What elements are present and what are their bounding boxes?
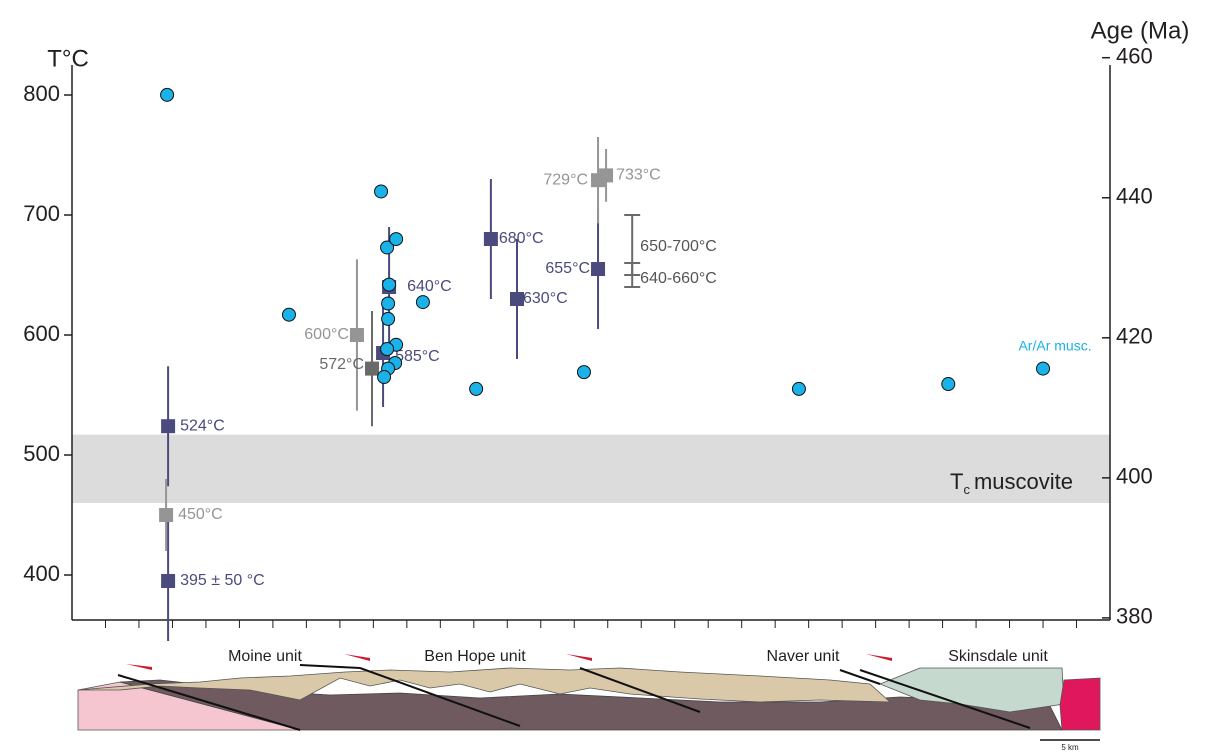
- thrusts: [117, 664, 1031, 731]
- range-label: 650-700°C: [640, 238, 717, 255]
- point: [483, 232, 498, 246]
- band-label: Tc muscovite: [950, 469, 1073, 498]
- point: [389, 232, 404, 247]
- scale-label: 5 km: [1061, 743, 1079, 752]
- point: [380, 240, 395, 255]
- unit-label: Moine unit: [228, 648, 302, 665]
- point: [941, 377, 956, 392]
- value-label: 680°C: [499, 230, 544, 247]
- unit-shape: [77, 667, 892, 703]
- y2-tick-label: 420: [1116, 324, 1153, 349]
- value-label: 600°C: [304, 326, 349, 343]
- point: [1036, 361, 1051, 376]
- cross-section: 5 km Moine unit Ben Hope unit Naver unit…: [77, 648, 1101, 752]
- point: [160, 87, 175, 102]
- y2-tick-label: 380: [1116, 604, 1153, 629]
- y2-axis-title: Age (Ma): [1091, 17, 1190, 44]
- band: [72, 434, 1110, 503]
- value-label: 630°C: [523, 290, 568, 307]
- unit-shape: [1059, 677, 1101, 731]
- thrust-arrows: [126, 654, 892, 670]
- band-label-rest: muscovite: [974, 469, 1073, 494]
- value-label: 585°C: [395, 348, 440, 365]
- point: [161, 574, 176, 588]
- y-tick-label: 700: [23, 201, 60, 226]
- unit-label: Skinsdale unit: [948, 648, 1048, 665]
- value-label: 395 ± 50 °C: [180, 572, 265, 589]
- y2-tick-label: 460: [1116, 44, 1153, 69]
- point: [591, 262, 606, 276]
- point: [382, 277, 397, 292]
- point: [377, 370, 392, 385]
- point: [510, 292, 525, 306]
- point: [380, 342, 395, 357]
- value-label: 524°C: [180, 417, 225, 434]
- y-axis-title: T°C: [47, 45, 89, 72]
- series-label: Ar/Ar musc.: [1018, 337, 1091, 353]
- value-label: 733°C: [616, 167, 661, 184]
- y-tick-label: 400: [23, 561, 60, 586]
- y2-tick-label: 440: [1116, 184, 1153, 209]
- unit-label: Naver unit: [767, 648, 840, 665]
- point: [161, 419, 176, 434]
- band-label-sub: c: [963, 482, 970, 497]
- y-tick-label: 800: [23, 81, 60, 106]
- range-bracket: [624, 262, 641, 288]
- y2-tick-label: 400: [1116, 464, 1153, 489]
- band-label-main: T: [950, 469, 963, 494]
- point: [374, 184, 389, 199]
- value-label: 450°C: [178, 506, 223, 523]
- value-label: 572°C: [319, 356, 364, 373]
- range-label: 640-660°C: [640, 270, 717, 287]
- point: [159, 508, 174, 522]
- point: [469, 381, 484, 396]
- point: [281, 307, 296, 322]
- point: [791, 381, 806, 396]
- point: [599, 168, 614, 183]
- point: [381, 311, 396, 326]
- point: [415, 295, 430, 310]
- value-label: 655°C: [545, 260, 590, 277]
- point: [381, 296, 396, 311]
- unit-label: Ben Hope unit: [424, 648, 526, 665]
- point: [365, 361, 380, 376]
- point: [576, 365, 591, 380]
- value-label: 729°C: [543, 171, 588, 188]
- unit-shape: [878, 667, 1065, 713]
- y-tick-label: 600: [23, 321, 60, 346]
- point: [349, 328, 364, 342]
- y-tick-label: 500: [23, 441, 60, 466]
- value-label: 640°C: [407, 278, 452, 295]
